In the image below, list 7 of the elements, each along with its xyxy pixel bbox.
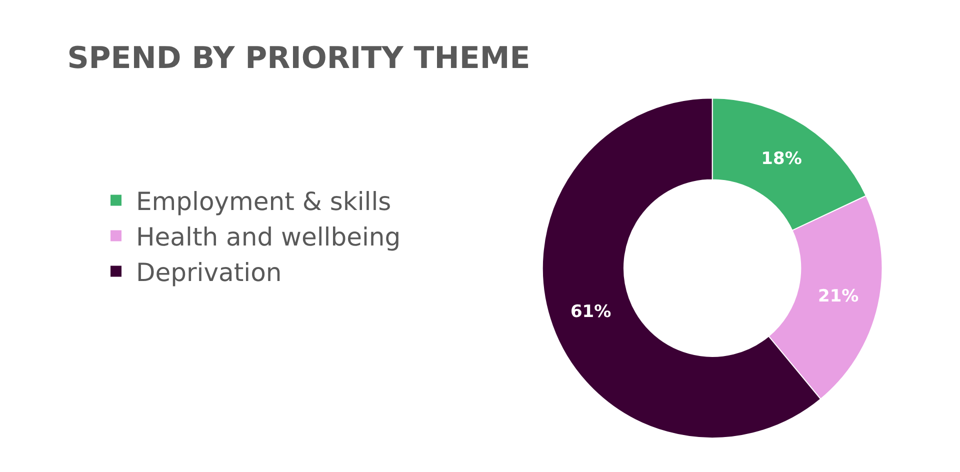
legend-label: Health and wellbeing (136, 222, 401, 252)
data-label: 61% (570, 302, 612, 322)
legend-label: Deprivation (136, 258, 282, 287)
legend-label: Employment & skills (136, 187, 392, 216)
data-label: 21% (818, 286, 859, 306)
chart-title: SPEND BY PRIORITY THEME (67, 41, 530, 76)
data-label: 18% (761, 149, 802, 170)
